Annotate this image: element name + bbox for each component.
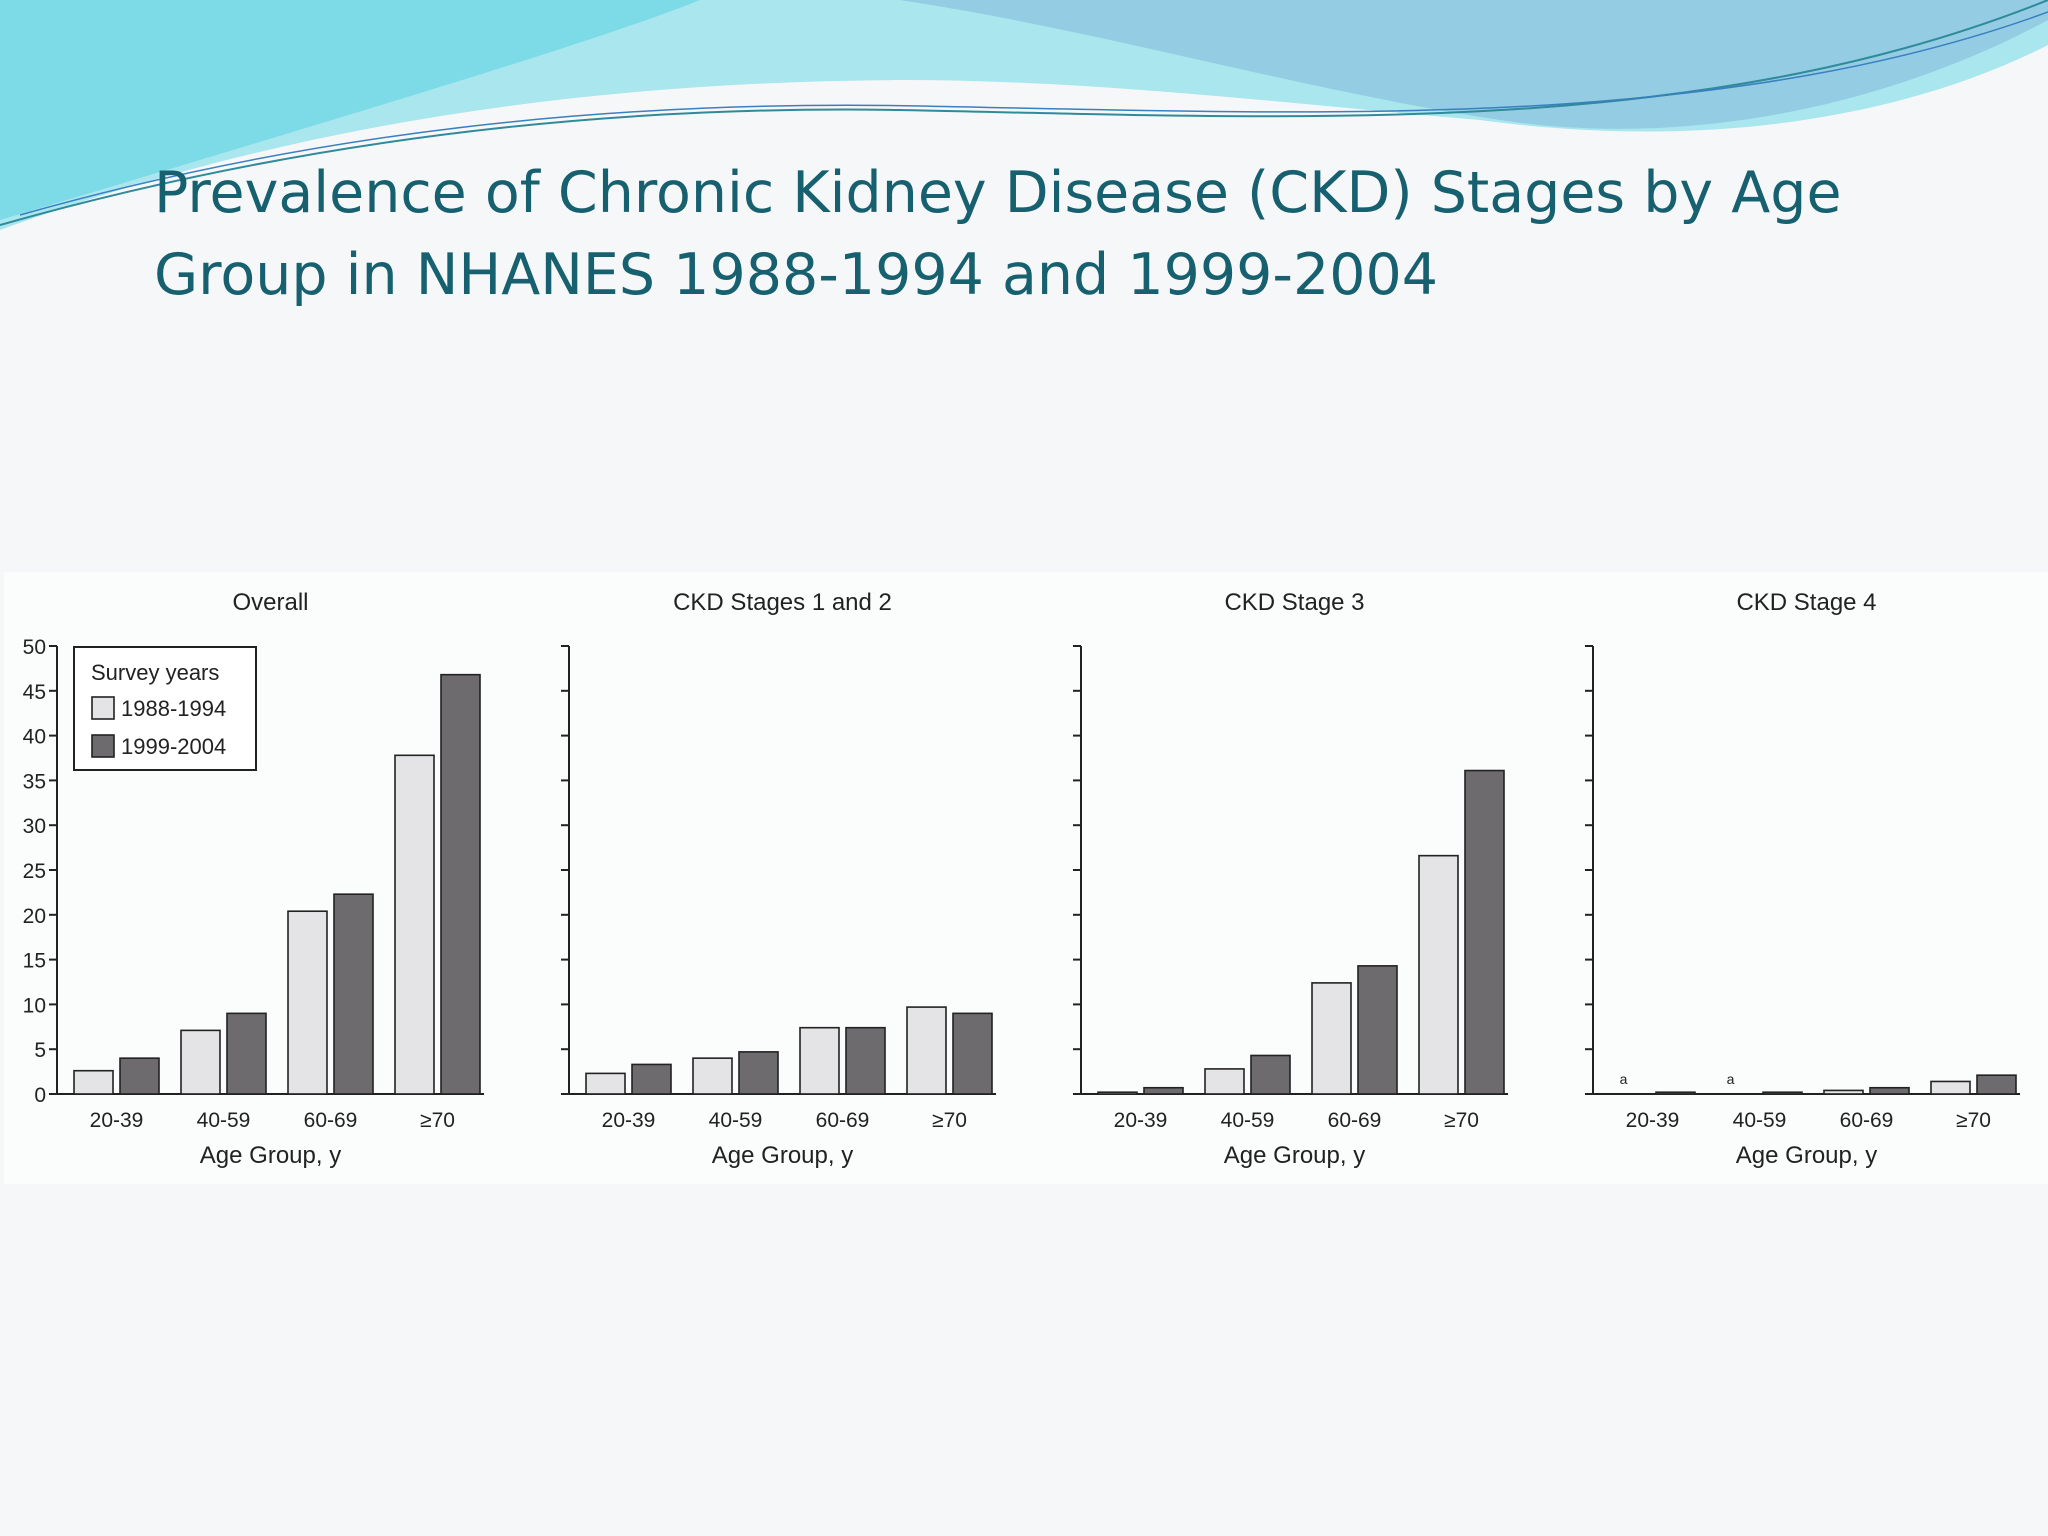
slide-title-line-2: Group in NHANES 1988-1994 and 1999-2004 <box>154 242 1439 308</box>
y-tick-label: 50 <box>23 636 46 659</box>
bar <box>119 1057 160 1095</box>
bar <box>1930 1080 1971 1095</box>
bar <box>906 1006 947 1095</box>
bar <box>1464 769 1505 1095</box>
bar <box>1762 1091 1803 1095</box>
bar <box>1823 1089 1864 1095</box>
chart-title: Overall <box>232 589 308 616</box>
bar <box>1097 1091 1138 1095</box>
y-tick-label: 25 <box>23 860 46 883</box>
y-tick-label: 5 <box>34 1039 46 1062</box>
bar <box>845 1026 886 1095</box>
x-tick-label: 20-39 <box>1114 1109 1168 1132</box>
header-wave-decoration <box>0 0 2048 230</box>
bar <box>1250 1054 1291 1095</box>
bar <box>440 673 481 1095</box>
x-tick-label: ≥70 <box>1444 1109 1479 1132</box>
bar <box>738 1051 779 1095</box>
x-axis-label: Age Group, y <box>1736 1142 1877 1169</box>
slide-title-line-1: Prevalence of Chronic Kidney Disease (CK… <box>154 160 1842 226</box>
x-tick-label: 40-59 <box>197 1109 251 1132</box>
y-tick-label: 15 <box>23 950 46 973</box>
bar <box>73 1069 114 1095</box>
bar <box>692 1057 733 1095</box>
x-tick-label: 40-59 <box>1733 1109 1787 1132</box>
x-tick-label: ≥70 <box>420 1109 455 1132</box>
y-tick-label: 40 <box>23 726 46 749</box>
legend-item-label: 1988-1994 <box>121 696 226 721</box>
bar <box>585 1072 626 1095</box>
bar <box>952 1012 993 1095</box>
y-tick-label: 20 <box>23 905 46 928</box>
bar <box>287 910 328 1095</box>
legend-swatch <box>91 696 115 720</box>
x-tick-label: 60-69 <box>304 1109 358 1132</box>
legend-swatch <box>91 734 115 758</box>
x-tick-label: 60-69 <box>816 1109 870 1132</box>
x-tick-label: 20-39 <box>602 1109 656 1132</box>
wave-band-cyan <box>0 0 700 220</box>
wave-line-1 <box>0 0 2048 226</box>
bar <box>1357 965 1398 1095</box>
bar <box>1655 1091 1696 1095</box>
chart-title: CKD Stage 3 <box>1224 589 1364 616</box>
bar <box>333 893 374 1095</box>
bar <box>1869 1086 1910 1095</box>
x-tick-label: 20-39 <box>1626 1109 1680 1132</box>
chart-title: CKD Stage 4 <box>1736 589 1876 616</box>
x-tick-label: 60-69 <box>1840 1109 1894 1132</box>
annotation-marker: a <box>1620 1071 1628 1087</box>
x-tick-label: 40-59 <box>1221 1109 1275 1132</box>
y-tick-label: 30 <box>23 815 46 838</box>
x-tick-label: 20-39 <box>90 1109 144 1132</box>
bar <box>1976 1074 2017 1095</box>
bar <box>226 1012 267 1095</box>
y-tick-label: 10 <box>23 994 46 1017</box>
bar <box>180 1029 221 1095</box>
wave-band-blue <box>0 0 2048 129</box>
bar <box>1143 1086 1184 1095</box>
x-axis-label: Age Group, y <box>200 1142 341 1169</box>
legend-title: Survey years <box>91 660 219 685</box>
wave-line-2 <box>19 11 2048 216</box>
x-tick-label: 40-59 <box>709 1109 763 1132</box>
y-tick-label: 0 <box>34 1084 46 1107</box>
slide-title: Prevalence of Chronic Kidney Disease (CK… <box>154 152 1954 316</box>
x-tick-label: ≥70 <box>932 1109 967 1132</box>
bar <box>1311 982 1352 1095</box>
bar <box>394 754 435 1095</box>
bar <box>1204 1068 1245 1095</box>
chart-title: CKD Stages 1 and 2 <box>673 589 892 616</box>
x-axis-label: Age Group, y <box>1224 1142 1365 1169</box>
y-tick-label: 45 <box>23 681 46 704</box>
x-tick-label: ≥70 <box>1956 1109 1991 1132</box>
bar <box>799 1026 840 1095</box>
annotation-marker: a <box>1727 1071 1735 1087</box>
x-axis-label: Age Group, y <box>712 1142 853 1169</box>
bar <box>1418 854 1459 1095</box>
bar <box>631 1063 672 1095</box>
x-tick-label: 60-69 <box>1328 1109 1382 1132</box>
y-tick-label: 35 <box>23 770 46 793</box>
legend-item-label: 1999-2004 <box>121 734 226 759</box>
